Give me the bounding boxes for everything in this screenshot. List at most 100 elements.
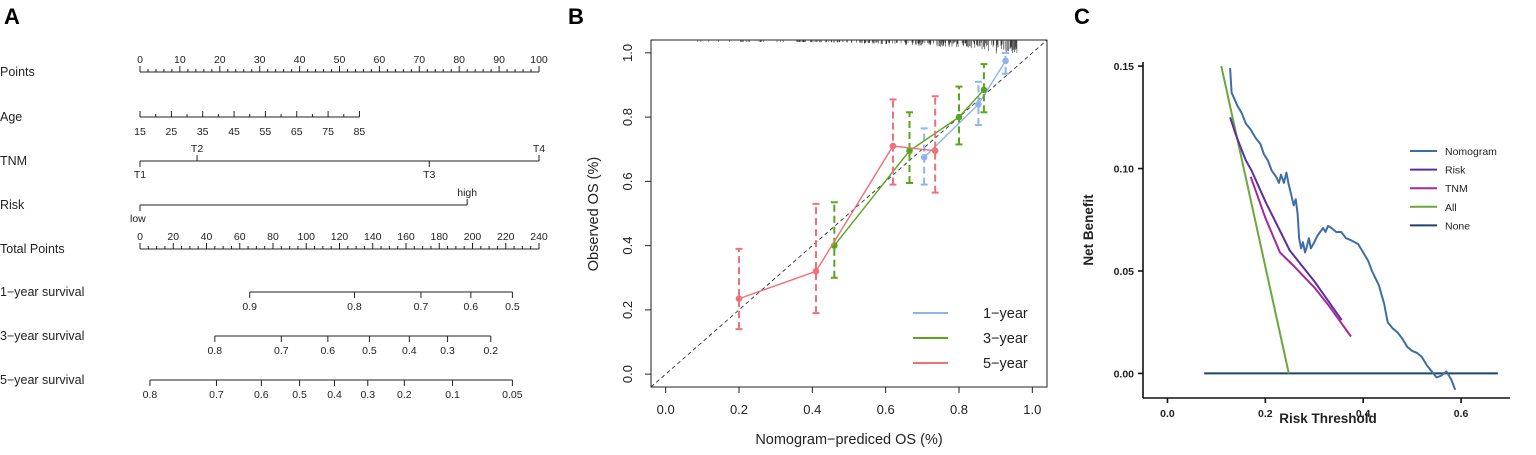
calibration-x-tick-label: 0.8 (950, 402, 968, 417)
nomogram-tick-label: 0.7 (274, 345, 289, 357)
calibration-series (830, 63, 988, 279)
calibration-series (735, 95, 939, 331)
calibration-x-axis-label: Nomogram−prediced OS (%) (755, 432, 942, 448)
dca-y-tick-label: 0.05 (1114, 266, 1135, 278)
calibration-point (975, 100, 982, 108)
calibration-y-tick-label: 0.4 (620, 237, 635, 255)
dca-legend-label: TNM (1445, 183, 1468, 195)
calibration-point (889, 142, 897, 150)
nomogram-tick-label: 55 (260, 126, 272, 138)
dca-legend-label: Nomogram (1445, 146, 1497, 158)
nomogram-tick-label: 30 (254, 54, 266, 66)
nomogram-tick-label: 0.2 (483, 345, 498, 357)
calibration-point (980, 86, 988, 94)
nomogram-tick-label: low (130, 213, 146, 225)
nomogram-tick-label: 15 (134, 126, 146, 138)
nomogram-tick-label: 60 (234, 231, 246, 243)
nomogram-row-label: TNM (0, 154, 27, 168)
nomogram-row-label: 5−year survival (0, 373, 84, 387)
nomogram-tick-label: 220 (497, 231, 515, 243)
calibration-panel: B 0.0 0.2 0.4 0.6 0.8 1.0 0.0 0.2 0.4 0.6 0.8 1.0 1… (568, 4, 1048, 448)
nomogram-tick-label: 100 (530, 54, 548, 66)
dca-curve (1229, 116, 1343, 321)
nomogram-row-label: Age (0, 110, 22, 124)
nomogram-tick-label: T1 (134, 169, 146, 181)
calibration-line (738, 145, 936, 300)
nomogram-tick-label: 40 (201, 231, 213, 243)
nomogram-tick-label: 0 (137, 231, 143, 243)
calibration-point (906, 147, 913, 155)
nomogram-row-label: 3−year survival (0, 329, 84, 343)
dca-legend: Nomogram Risk TNM All None (1410, 146, 1497, 232)
nomogram-tick-label: 45 (228, 126, 240, 138)
calibration-x-tick-label: 0.2 (730, 402, 748, 417)
nomogram-row-label: Points (0, 65, 35, 79)
panel-a-label: A (4, 4, 20, 29)
calibration-y-tick-label: 1.0 (620, 44, 635, 62)
nomogram-tick-label: 0.6 (254, 389, 269, 401)
nomogram-row-label: Total Points (0, 242, 65, 256)
nomogram-tick-label: 0.4 (402, 345, 417, 357)
dca-y-tick-label: 0.00 (1114, 368, 1135, 380)
calibration-y-tick-label: 0.0 (620, 365, 635, 383)
nomogram-tick-label: 100 (297, 231, 315, 243)
nomogram-tick-label: 85 (354, 126, 366, 138)
nomogram-tick-label: 10 (174, 54, 186, 66)
nomogram-tick-label: 80 (267, 231, 279, 243)
nomogram-tick-label: 0.7 (414, 301, 429, 313)
nomogram-tick-label: 50 (334, 54, 346, 66)
calibration-legend: 1−year 3−year 5−year (913, 306, 1028, 372)
nomogram-tick-label: high (457, 187, 477, 199)
calibration-line (923, 60, 1007, 158)
calibration-point (735, 295, 743, 302)
calibration-point (812, 268, 820, 275)
panel-c-label: C (1074, 4, 1090, 29)
nomogram-tick-label: 40 (294, 54, 306, 66)
dca-x-tick-label: 0.0 (1160, 408, 1175, 420)
nomogram-tick-label: 0.5 (362, 345, 377, 357)
nomogram-tick-label: 70 (413, 54, 425, 66)
dca-curve (1220, 65, 1290, 374)
nomogram-tick-label: 0.8 (347, 301, 362, 313)
dca-curve (1229, 68, 1457, 391)
calibration-series (920, 51, 1010, 186)
dca-legend-label: All (1445, 202, 1457, 214)
nomogram-tick-label: 0.8 (208, 345, 223, 357)
nomogram-tick-label: 0.2 (397, 389, 412, 401)
nomogram-tick-label: 160 (397, 231, 415, 243)
nomogram-tick-label: 0.05 (502, 389, 523, 401)
nomogram-tick-label: 0.5 (292, 389, 307, 401)
nomogram-tick-label: T3 (423, 169, 435, 181)
dca-curve (1249, 176, 1352, 338)
calibration-plot-frame (650, 39, 1048, 388)
nomogram-tick-label: 0.3 (360, 389, 375, 401)
nomogram-tick-label: 140 (364, 231, 382, 243)
dca-y-tick-label: 0.15 (1114, 61, 1135, 73)
nomogram-tick-label: 180 (430, 231, 448, 243)
dca-x-tick-label: 0.4 (1356, 408, 1371, 420)
nomogram-tick-label: 65 (291, 126, 303, 138)
nomogram-tick-label: 200 (464, 231, 482, 243)
nomogram-tick-label: 90 (493, 54, 505, 66)
calibration-x-tick-label: 0.0 (657, 402, 675, 417)
nomogram-tick-label: 0.5 (505, 301, 520, 313)
nomogram-tick-label: 80 (453, 54, 465, 66)
nomogram-tick-label: 0.4 (327, 389, 342, 401)
calibration-point (1002, 57, 1009, 65)
calibration-x-tick-label: 0.4 (803, 402, 821, 417)
dca-y-tick-label: 0.10 (1114, 164, 1135, 176)
nomogram-tick-label: 120 (331, 231, 349, 243)
nomogram-panel: A Points 0 10 20 30 40 50 60 70 80 90 100 Age 15 25 35 4… (0, 4, 548, 401)
nomogram-tick-label: 0 (137, 54, 143, 66)
nomogram-tick-label: 75 (322, 126, 334, 138)
dca-legend-label: None (1445, 220, 1470, 232)
nomogram-row-label: Risk (0, 198, 25, 212)
calibration-y-axis-label: Observed OS (%) (586, 157, 602, 271)
nomogram-tick-label: T2 (191, 143, 203, 155)
calibration-legend-label: 5−year (983, 356, 1028, 372)
nomogram-tick-label: 240 (530, 231, 548, 243)
dca-x-tick-label: 0.6 (1454, 408, 1469, 420)
nomogram-tick-label: 0.6 (464, 301, 479, 313)
nomogram-row-label: 1−year survival (0, 285, 84, 299)
